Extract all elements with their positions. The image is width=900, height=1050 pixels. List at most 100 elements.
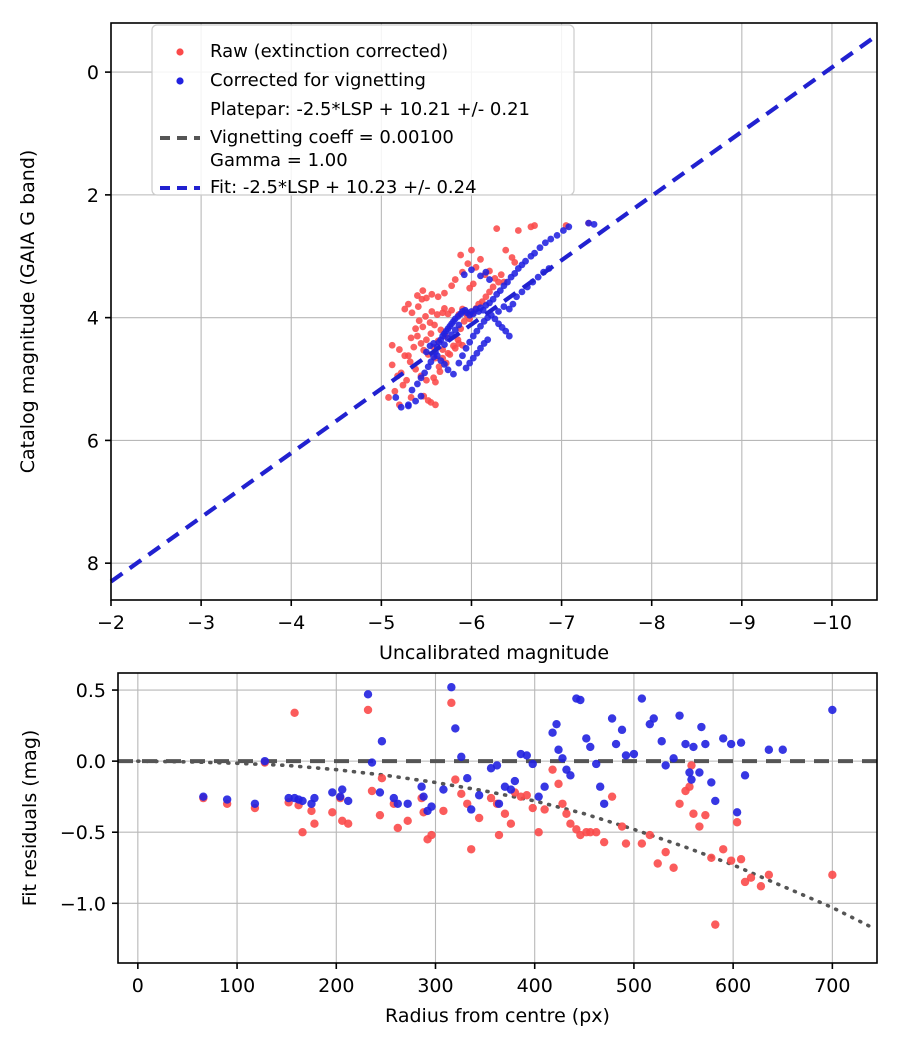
data-point: [460, 317, 468, 325]
xtick-label: 700: [814, 975, 850, 997]
data-point: [653, 859, 662, 868]
data-point: [477, 255, 484, 263]
data-point: [489, 295, 497, 303]
data-point: [548, 728, 557, 737]
data-point: [343, 819, 353, 828]
data-point: [367, 786, 377, 796]
data-point: [417, 340, 425, 347]
data-point: [284, 793, 293, 803]
data-point: [497, 271, 505, 279]
ytick-label: −1.0: [60, 893, 106, 915]
legend-label: Fit: -2.5*LSP + 10.23 +/- 0.24: [210, 177, 477, 198]
data-point: [661, 847, 670, 857]
data-point: [477, 322, 484, 330]
panel2-frame: [117, 672, 878, 964]
data-point: [414, 380, 421, 388]
data-point: [514, 227, 522, 234]
xtick-label: 100: [219, 975, 255, 997]
data-point: [399, 381, 407, 389]
data-point: [540, 782, 549, 791]
data-point: [428, 290, 436, 298]
legend-marker-dot: [176, 48, 184, 56]
data-point: [451, 775, 460, 784]
data-point: [388, 341, 396, 349]
data-point: [363, 690, 373, 699]
data-point: [637, 694, 647, 703]
data-point: [433, 311, 441, 318]
data-point: [401, 352, 409, 360]
data-point: [448, 282, 456, 290]
data-point: [701, 739, 710, 749]
data-point: [423, 336, 430, 344]
data-point: [451, 276, 459, 283]
data-point: [764, 870, 774, 880]
data-point: [510, 776, 520, 786]
data-point: [828, 705, 837, 715]
data-point: [435, 363, 443, 371]
legend-entry: Fit: -2.5*LSP + 10.23 +/- 0.24: [160, 177, 477, 198]
data-point: [585, 219, 593, 227]
data-point: [457, 752, 466, 762]
data-point: [448, 306, 456, 314]
data-point: [393, 823, 402, 833]
legend-entry: Raw (extinction corrected): [176, 41, 448, 62]
ytick-label: 0.0: [76, 751, 106, 773]
data-point: [637, 839, 647, 848]
data-point: [431, 321, 438, 329]
ytick-label: 8: [87, 553, 99, 575]
data-point: [367, 758, 377, 767]
data-point: [419, 287, 427, 295]
data-point: [669, 863, 678, 872]
data-point: [466, 284, 474, 292]
data-point: [687, 775, 696, 784]
data-point: [391, 387, 399, 395]
data-point: [392, 394, 400, 401]
data-point: [408, 386, 416, 394]
data-point: [455, 359, 463, 367]
xtick-label: 500: [616, 975, 652, 997]
data-point: [732, 818, 742, 827]
data-point: [764, 745, 774, 754]
data-point: [534, 828, 543, 837]
data-point: [701, 810, 710, 820]
data-point: [489, 283, 497, 291]
legend-label: Corrected for vignetting: [210, 70, 426, 91]
data-point: [494, 799, 504, 808]
data-point: [433, 352, 441, 360]
data-point: [685, 768, 694, 777]
data-point: [486, 276, 493, 283]
data-point: [504, 278, 511, 286]
data-point: [505, 305, 513, 313]
data-point: [377, 774, 387, 783]
data-point: [395, 346, 403, 353]
data-point: [509, 300, 517, 308]
data-point: [422, 313, 429, 320]
data-point: [414, 303, 422, 310]
data-point: [541, 239, 549, 247]
data-point: [689, 742, 698, 752]
panel2-xaxis-label: Radius from centre (px): [385, 1005, 610, 1027]
data-point: [441, 360, 448, 368]
data-point: [719, 734, 728, 743]
data-point: [621, 751, 631, 760]
panel-photometry: −2 −3 −4 −5 −6 −7 −8 −9 −10 0 2 4 6 8 Uncalibrated mag…: [17, 22, 879, 664]
data-point: [685, 782, 694, 791]
data-point: [451, 344, 459, 352]
data-point: [661, 761, 670, 770]
data-point: [403, 816, 412, 826]
data-point: [460, 271, 468, 279]
data-point: [534, 792, 543, 801]
data-point: [511, 270, 519, 277]
data-point: [531, 222, 538, 229]
legend-label: Platepar: -2.5*LSP + 10.21 +/- 0.21: [210, 99, 530, 120]
legend-marker-dot: [176, 77, 184, 85]
data-point: [559, 227, 567, 234]
data-point: [505, 332, 513, 340]
data-point: [645, 830, 654, 840]
data-point: [473, 349, 481, 357]
data-point: [536, 244, 544, 252]
data-point: [414, 292, 421, 299]
legend-label: Raw (extinction corrected): [210, 41, 448, 62]
data-point: [466, 359, 474, 367]
data-point: [447, 698, 456, 708]
